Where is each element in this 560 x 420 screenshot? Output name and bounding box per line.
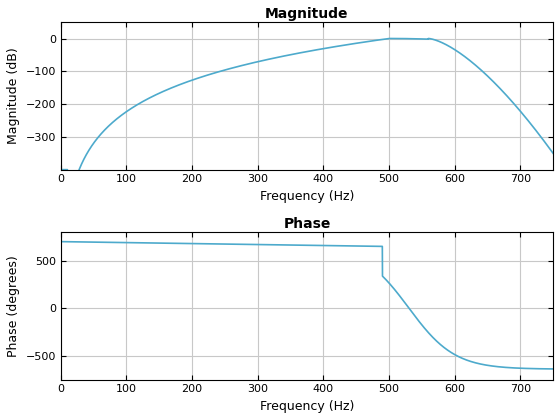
- X-axis label: Frequency (Hz): Frequency (Hz): [260, 190, 354, 203]
- Y-axis label: Phase (degrees): Phase (degrees): [7, 255, 20, 357]
- Title: Phase: Phase: [283, 217, 330, 231]
- Y-axis label: Magnitude (dB): Magnitude (dB): [7, 47, 20, 144]
- X-axis label: Frequency (Hz): Frequency (Hz): [260, 400, 354, 413]
- Title: Magnitude: Magnitude: [265, 7, 349, 21]
